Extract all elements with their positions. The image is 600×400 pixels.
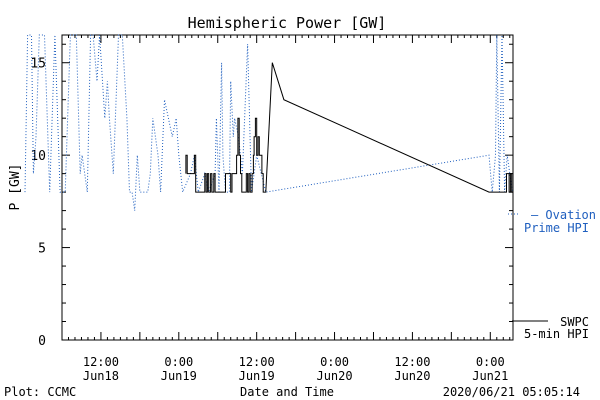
x-tick-label-date: Jun20 [316,369,352,383]
y-tick-label: 15 [30,57,46,72]
x-tick-label-time: 0:00 [164,355,193,369]
legend-ovation-line1: — Ovation [531,208,596,222]
x-tick-label-date: Jun19 [239,369,275,383]
footer-plot-source: Plot: CCMC [4,385,76,399]
y-tick-label: 5 [38,242,46,257]
y-axis-label: P [GW] [8,164,23,211]
legend-swpc-line1: SWPC [560,315,589,329]
series-swpc-line [185,62,513,193]
x-axis: 12:00Jun180:00Jun1912:00Jun190:00Jun2012… [67,35,511,383]
x-tick-label-time: 12:00 [394,355,430,369]
x-tick-label-time: 12:00 [83,355,119,369]
x-tick-label-date: Jun21 [472,369,508,383]
chart-title: Hemispheric Power [GW] [188,14,387,32]
legend-ovation-line2: Prime HPI [524,221,589,235]
x-tick-label-time: 0:00 [476,355,505,369]
footer-timestamp: 2020/06/21 05:05:14 [443,385,580,399]
plot-frame [61,34,514,341]
y-tick-label: 0 [38,334,46,349]
x-axis-label: Date and Time [240,385,334,399]
legend-ovation: — Ovation Prime HPI [508,208,596,235]
x-tick-label-time: 12:00 [239,355,275,369]
series-ovation-line [24,34,513,211]
legend-swpc-line2: 5-min HPI [524,327,589,341]
series-layer [24,34,513,211]
legend-swpc: SWPC 5-min HPI [512,315,589,341]
x-tick-label-date: Jun19 [161,369,197,383]
x-tick-label-time: 0:00 [320,355,349,369]
x-tick-label-date: Jun18 [83,369,119,383]
x-tick-label-date: Jun20 [394,369,430,383]
